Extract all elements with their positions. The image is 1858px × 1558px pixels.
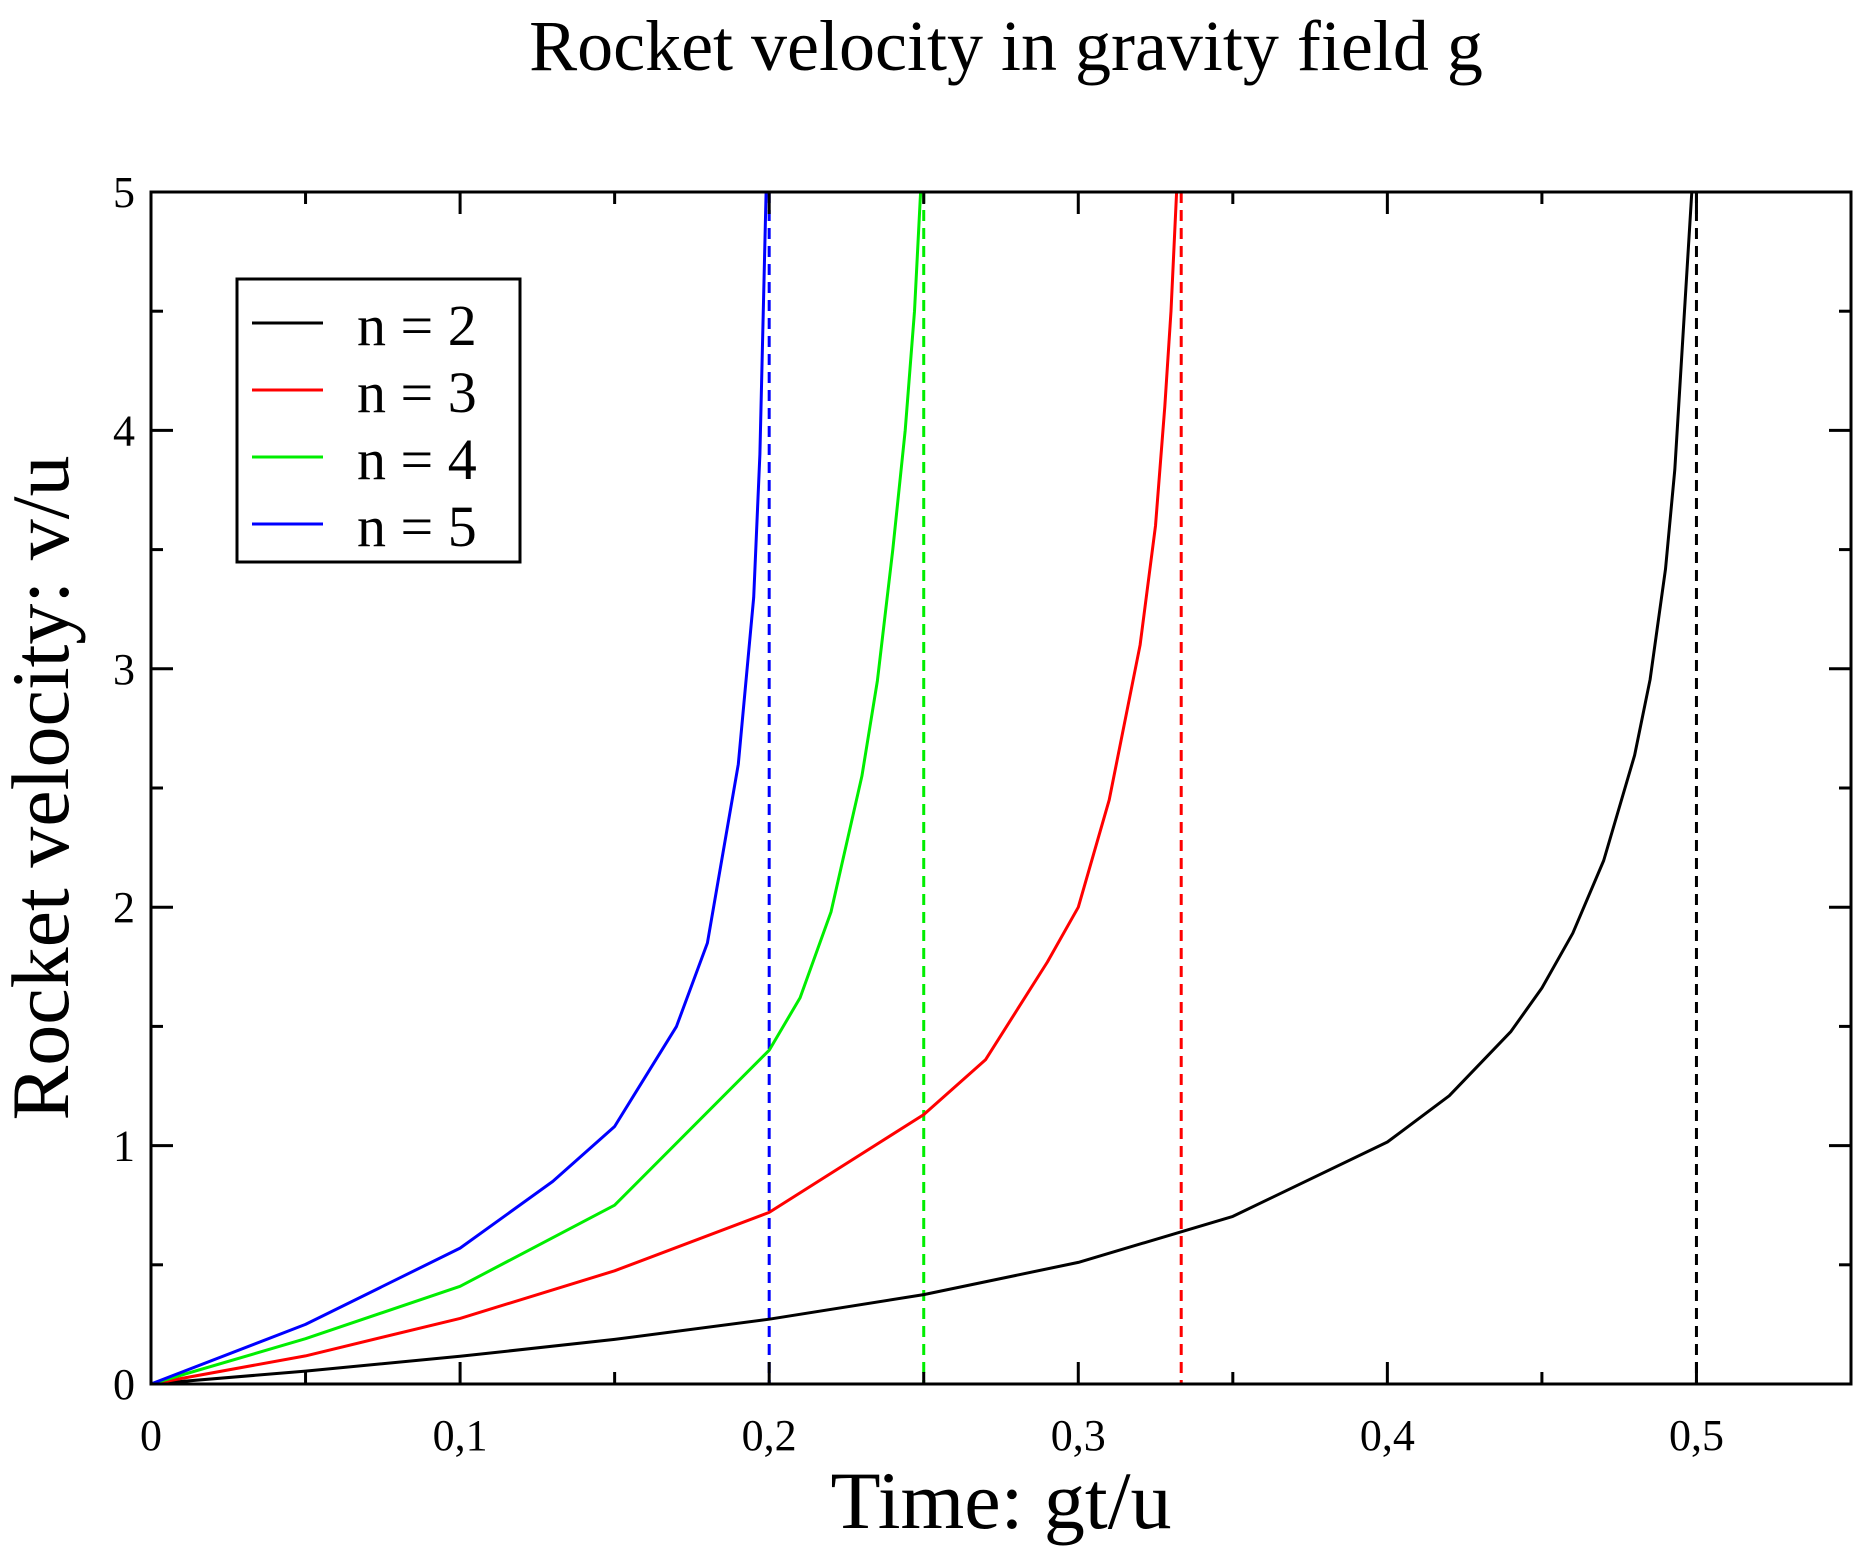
x-tick-label: 0,3 xyxy=(1051,1411,1106,1460)
legend-label: n = 2 xyxy=(357,293,477,358)
y-axis-label: Rocket velocity: v/u xyxy=(0,456,86,1121)
x-axis-label: Time: gt/u xyxy=(830,1455,1171,1546)
x-tick-label: 0 xyxy=(140,1411,162,1460)
y-tick-label: 1 xyxy=(113,1122,135,1171)
series-line-1 xyxy=(149,190,1694,1386)
y-tick-label: 2 xyxy=(113,883,135,932)
y-tick-label: 3 xyxy=(113,645,135,694)
x-tick-label: 0,1 xyxy=(433,1411,488,1460)
plot-layer xyxy=(149,190,1698,1386)
y-tick-label: 4 xyxy=(113,406,135,455)
x-tick-label: 0,4 xyxy=(1360,1411,1415,1460)
series-line-2 xyxy=(149,190,1179,1386)
x-tick-label: 0,2 xyxy=(742,1411,797,1460)
legend-box xyxy=(235,277,522,564)
y-tick-label: 5 xyxy=(113,168,135,217)
legend-label: n = 3 xyxy=(357,360,477,425)
legend-label: n = 5 xyxy=(357,494,477,559)
tick-layer xyxy=(149,190,1853,1386)
chart-title: Rocket velocity in gravity field g xyxy=(529,6,1483,86)
x-tick-label: 0,5 xyxy=(1669,1411,1724,1460)
legend: n = 2n = 3n = 4n = 5 xyxy=(235,277,522,564)
y-tick-label: 0 xyxy=(113,1360,135,1409)
legend-label: n = 4 xyxy=(357,427,477,492)
tick-label-layer: 0 0,1 0,2 0,3 0,4 0,5 0 1 2 3 4 5 xyxy=(113,168,1724,1460)
series-line-3 xyxy=(149,190,923,1386)
series-line-4 xyxy=(149,190,768,1386)
